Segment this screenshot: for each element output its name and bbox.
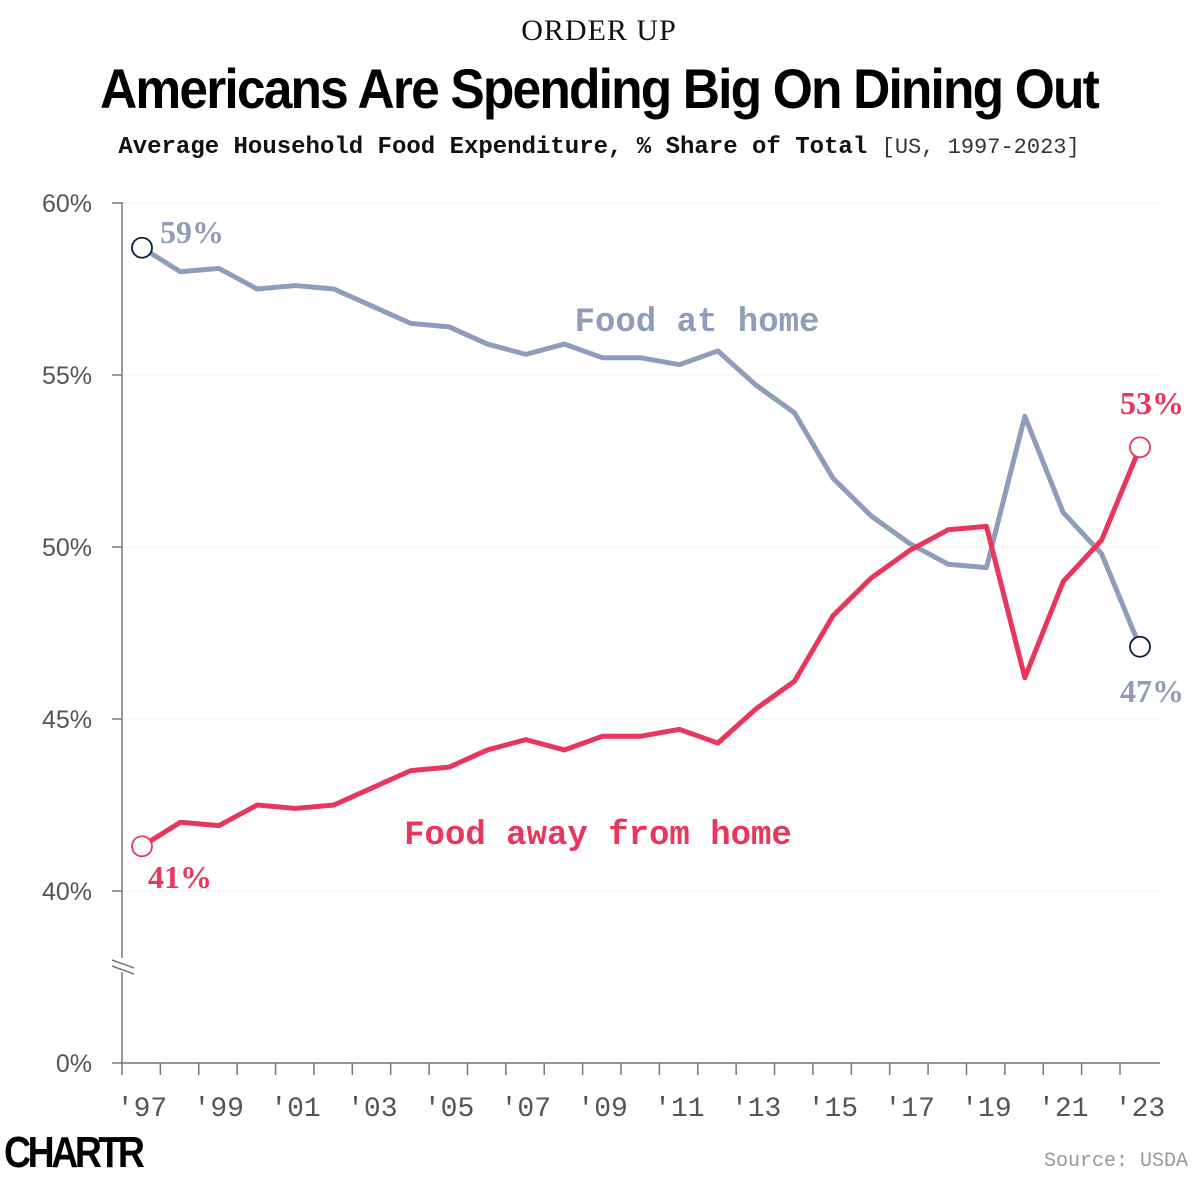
end-data-label: 47% [1120,673,1184,709]
y-tick-label: 60% [42,190,92,218]
series-label-away: Food away from home [404,817,792,855]
x-tick-label: '23 [1115,1094,1165,1125]
y-tick-label: 40% [42,878,92,906]
axis-break-mark [111,965,135,975]
kicker: ORDER UP [521,14,677,47]
subtitle-range: [US, 1997-2023] [881,135,1080,160]
x-tick-label: '09 [577,1094,627,1125]
x-tick-label: '01 [270,1094,320,1125]
end-data-label: 53% [1120,385,1184,421]
x-tick-label: '99 [194,1094,244,1125]
end-point-marker [1129,635,1151,658]
chartr-logo: CHARTR [4,1128,145,1177]
start-point-marker [131,236,153,259]
start-data-label: 59% [160,214,224,250]
x-tick-label: '19 [961,1094,1011,1125]
chart-subtitle: Average Household Food Expenditure, % Sh… [0,134,1198,161]
x-tick-label: '97 [117,1094,167,1125]
axis-break-mark [111,959,135,969]
x-tick-label: '15 [808,1094,858,1125]
series-label-home: Food at home [575,304,820,342]
x-tick-label: '13 [731,1094,781,1125]
chart-title: Americans Are Spending Big On Dining Out [100,57,1100,120]
start-point-marker [131,835,153,858]
end-point-marker [1129,436,1151,459]
y-tick-label: 0% [56,1050,92,1078]
x-tick-label: '05 [424,1094,474,1125]
series-line-home [140,245,1143,648]
y-tick-label: 45% [42,706,92,734]
source-note: Source: USDA [1043,1150,1188,1173]
x-tick-label: '07 [501,1094,551,1125]
x-tick-label: '11 [654,1094,704,1125]
x-tick-label: '17 [884,1094,934,1125]
y-tick-label: 50% [42,534,92,562]
y-tick-label: 55% [42,362,92,390]
start-data-label: 41% [148,859,212,895]
x-tick-label: '03 [347,1094,397,1125]
x-tick-label: '21 [1038,1094,1088,1125]
subtitle-text: Average Household Food Expenditure, % Sh… [118,134,868,161]
series-line-away [140,446,1143,849]
